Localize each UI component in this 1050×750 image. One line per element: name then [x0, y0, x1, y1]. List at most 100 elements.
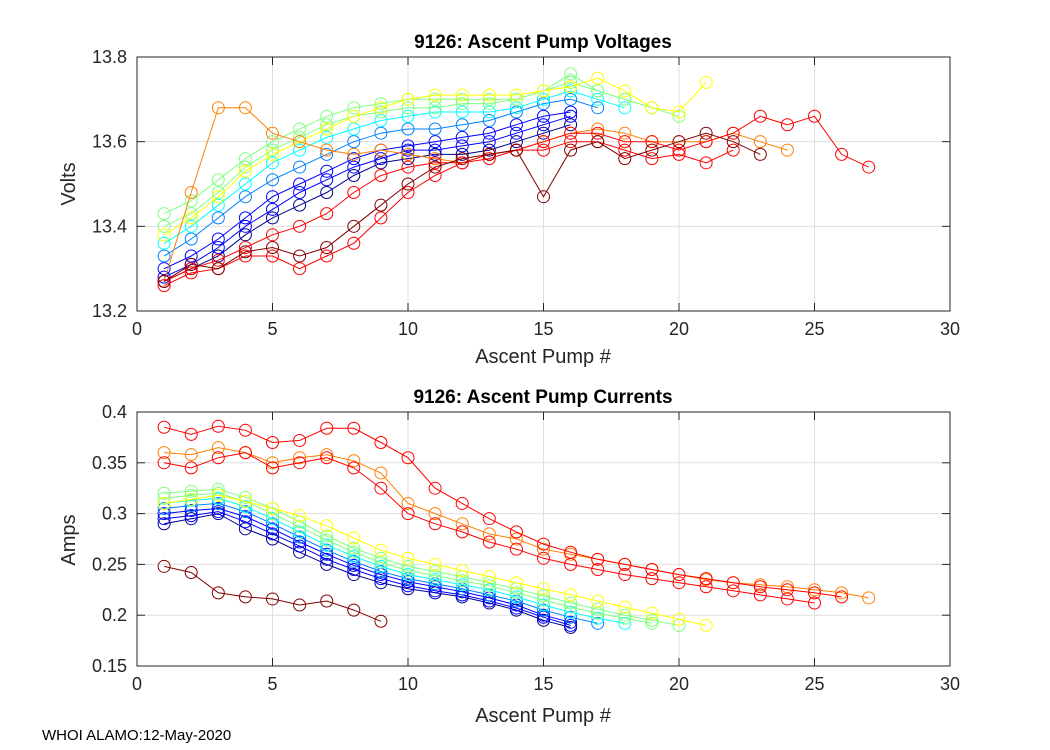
current-data-point: [320, 557, 334, 571]
current-data-point: [591, 611, 605, 625]
voltage-data-point: [401, 92, 415, 106]
current-data-point: [374, 543, 388, 557]
voltage-data-point: [347, 135, 361, 149]
voltage-data-point: [564, 135, 578, 149]
voltage-data-point: [347, 152, 361, 166]
current-data-point: [428, 569, 442, 583]
voltage-x-tick-label: 25: [804, 319, 824, 339]
current-series-line: [164, 452, 815, 604]
voltage-data-point: [618, 101, 632, 115]
voltage-data-point: [374, 156, 388, 170]
current-data-point: [672, 612, 686, 626]
current-data-point: [482, 570, 496, 584]
current-series-line: [163, 425, 842, 598]
current-data-point: [320, 448, 334, 462]
current-data-point: [428, 517, 442, 531]
voltage-data-point: [211, 190, 225, 204]
current-series-10: [157, 419, 849, 604]
current-data-point: [374, 551, 388, 565]
current-data-point: [401, 582, 415, 596]
voltage-data-point: [780, 143, 794, 157]
voltage-data-point: [211, 262, 225, 276]
current-data-point: [591, 602, 605, 616]
voltage-data-point: [591, 92, 605, 106]
current-data-point: [618, 616, 632, 630]
current-data-point: [537, 603, 550, 617]
current-data-point: [591, 552, 605, 566]
current-data-point: [157, 496, 171, 510]
current-data-point: [238, 515, 252, 529]
voltage-data-point: [482, 88, 496, 102]
voltage-series-line: [163, 77, 707, 236]
current-data-point: [184, 566, 198, 580]
current-data-point: [618, 557, 632, 571]
current-data-point: [618, 608, 632, 622]
current-data-point: [645, 613, 659, 627]
current-series-7: [157, 482, 686, 632]
voltage-data-point: [374, 198, 388, 212]
current-data-point: [320, 421, 334, 435]
current-data-point: [537, 537, 550, 551]
current-series-line: [164, 513, 571, 628]
voltage-data-point: [347, 109, 361, 123]
voltage-data-point: [238, 164, 252, 178]
voltage-data-point: [293, 143, 307, 157]
voltage-data-point: [374, 211, 388, 225]
voltage-data-point: [157, 207, 171, 221]
current-data-point: [238, 499, 252, 513]
voltage-data-point: [455, 105, 469, 119]
current-y-axis-label: Amps: [58, 514, 80, 565]
current-y-tick-label: 0.2: [102, 605, 127, 625]
voltage-data-point: [184, 211, 198, 225]
voltage-chart: 0 5 10 15 20 25 30 13.2 13.4 13.6 13.8 9126: Ascen…: [58, 32, 960, 368]
voltage-data-point: [591, 126, 605, 140]
voltage-data-point: [537, 126, 550, 140]
current-x-tick-label: 10: [398, 674, 418, 694]
voltage-data-point: [428, 88, 442, 102]
voltage-data-point: [618, 143, 632, 157]
voltage-data-point: [374, 97, 388, 111]
voltage-data-point: [537, 84, 550, 98]
voltage-data-point: [347, 101, 361, 115]
voltage-data-point: [401, 143, 415, 157]
voltage-data-point: [184, 257, 198, 271]
voltage-data-point: [266, 135, 279, 149]
voltage-data-point: [537, 143, 550, 157]
voltage-data-point: [266, 143, 279, 157]
voltage-data-point: [808, 109, 821, 123]
voltage-data-point: [211, 101, 225, 115]
current-data-point: [320, 552, 334, 566]
current-data-point: [347, 541, 361, 555]
current-data-point: [293, 535, 307, 549]
voltage-data-point: [509, 126, 523, 140]
voltage-x-tick-label: 20: [669, 319, 689, 339]
voltage-data-point: [238, 211, 252, 225]
current-x-tick-label: 25: [804, 674, 824, 694]
voltage-data-point: [726, 135, 740, 149]
current-data-point: [157, 491, 171, 505]
current-data-point: [320, 547, 334, 561]
voltage-data-point: [672, 109, 686, 123]
voltage-data-point: [320, 109, 334, 123]
current-data-point: [238, 590, 252, 604]
voltage-data-point: [482, 97, 496, 111]
current-data-point: [293, 598, 307, 612]
voltage-data-point: [211, 185, 225, 199]
voltage-data-point: [293, 122, 307, 136]
current-data-point: [211, 505, 225, 519]
voltage-data-point: [482, 126, 496, 140]
voltage-data-point: [455, 88, 469, 102]
voltage-data-point: [293, 219, 307, 233]
voltage-data-point: [374, 101, 388, 115]
voltage-series-11: [157, 135, 740, 293]
current-data-point: [157, 486, 171, 500]
voltage-data-point: [401, 109, 415, 123]
voltage-data-point: [564, 118, 578, 132]
current-data-point: [455, 585, 469, 599]
current-y-tick-label: 0.4: [102, 402, 127, 422]
current-data-point: [374, 559, 388, 573]
voltage-data-point: [320, 249, 334, 263]
current-data-point: [808, 586, 821, 600]
voltage-data-point: [537, 190, 550, 204]
voltage-y-tick-label: 13.2: [92, 301, 127, 321]
